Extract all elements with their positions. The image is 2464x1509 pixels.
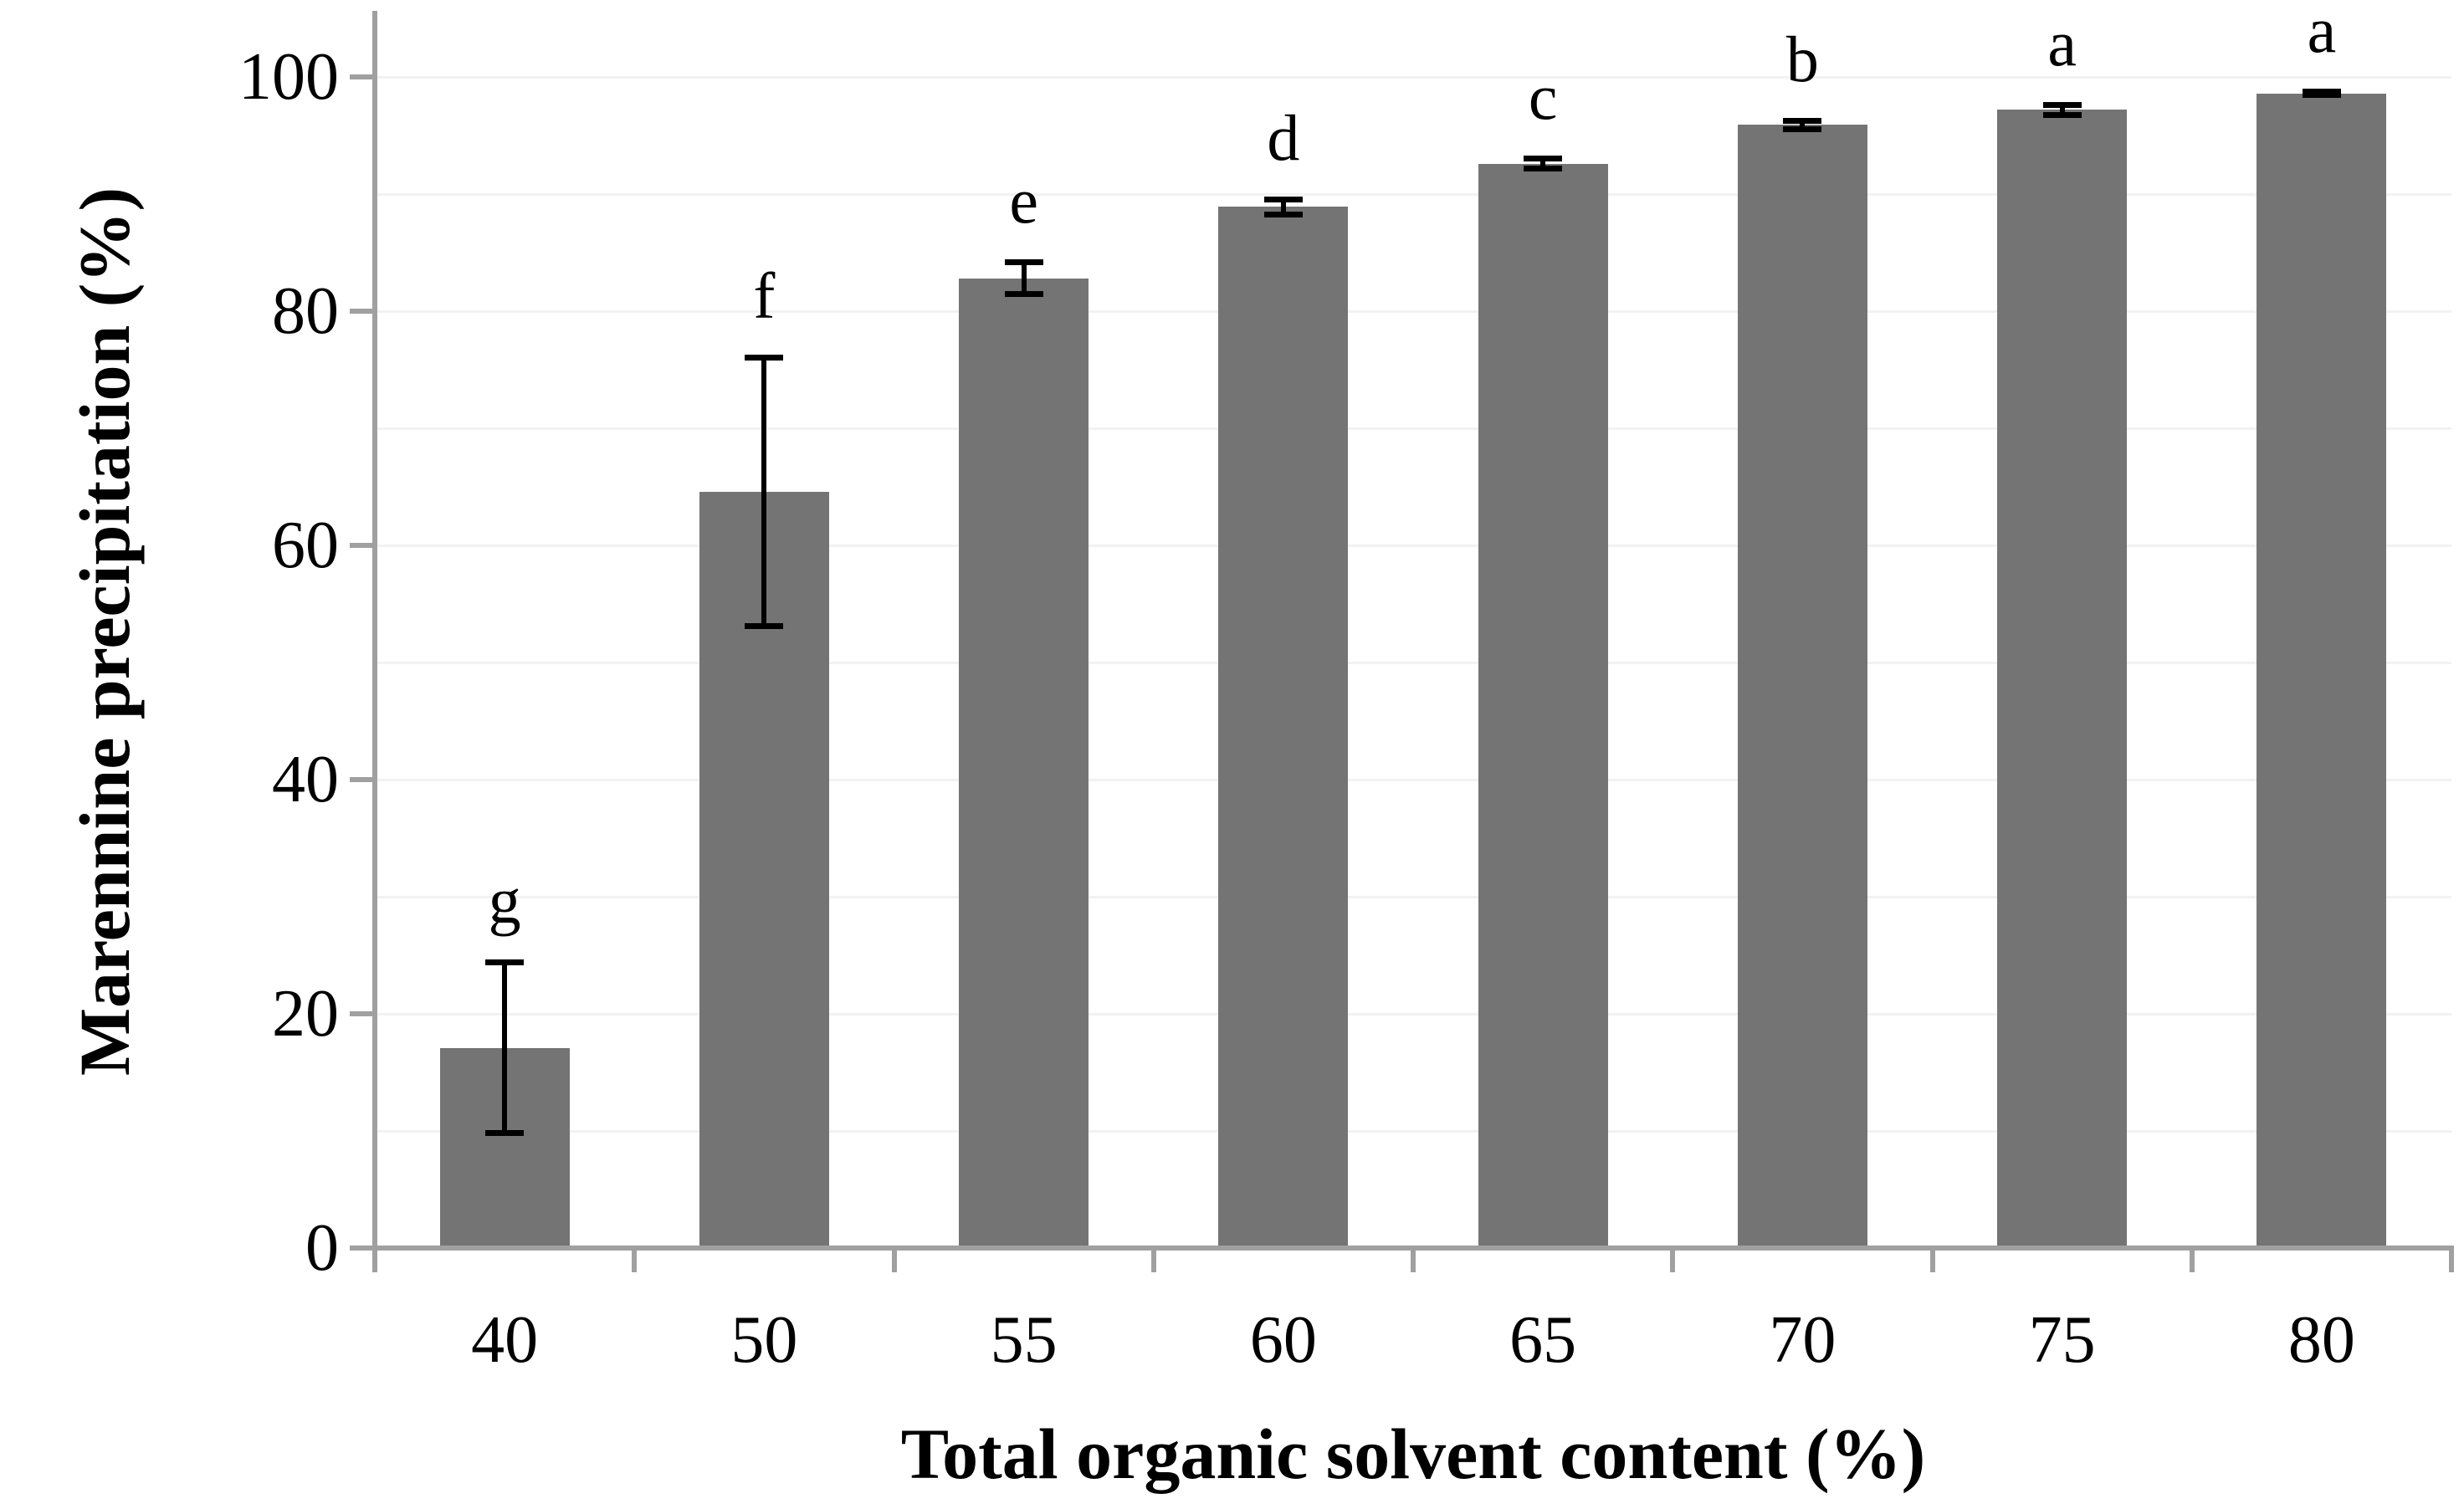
- x-tick-label: 55: [990, 1303, 1058, 1377]
- bar: [1478, 163, 1608, 1248]
- error-bar-stem: [1800, 120, 1806, 130]
- x-tick-label: 80: [2287, 1303, 2355, 1377]
- significance-letter: g: [488, 864, 521, 938]
- x-axis-line: [372, 1246, 2454, 1251]
- error-bar-cap: [2302, 88, 2341, 95]
- significance-letter: b: [1785, 22, 1819, 95]
- error-bar-cap: [485, 1129, 525, 1136]
- significance-letter: d: [1267, 100, 1300, 174]
- gridline: [375, 544, 2451, 547]
- x-tick-label: 60: [1249, 1303, 1317, 1377]
- x-axis-tick: [372, 1251, 377, 1272]
- y-axis-title: Marennine precipitation (%): [64, 187, 145, 1077]
- gridline: [375, 427, 2451, 430]
- y-tick-label: 40: [272, 743, 339, 816]
- bar: [1997, 110, 2128, 1248]
- gridline: [375, 895, 2451, 898]
- error-bar-cap: [1783, 117, 1822, 124]
- x-tick-label: 70: [1769, 1303, 1836, 1377]
- x-tick-label: 65: [1509, 1303, 1577, 1377]
- x-axis-tick: [1929, 1251, 1935, 1272]
- error-bar-cap: [1524, 165, 1563, 171]
- error-bar-cap: [1004, 259, 1043, 266]
- gridline: [375, 1012, 2451, 1015]
- bar: [2257, 93, 2387, 1248]
- y-axis-tick: [350, 309, 373, 314]
- y-axis-line: [372, 11, 377, 1251]
- gridline: [375, 75, 2451, 79]
- error-bar-stem: [1280, 198, 1286, 216]
- error-bar-cap: [2042, 111, 2082, 118]
- significance-letter: a: [2047, 6, 2077, 79]
- gridline: [375, 1129, 2451, 1133]
- x-tick-label: 75: [2028, 1303, 2096, 1377]
- gridline: [375, 192, 2451, 196]
- x-axis-tick: [632, 1251, 638, 1272]
- y-tick-label: 100: [238, 40, 339, 114]
- bar: [959, 278, 1089, 1248]
- significance-letter: f: [753, 258, 776, 332]
- x-axis-tick: [891, 1251, 897, 1272]
- y-axis-tick: [350, 777, 373, 782]
- error-bar-stem: [1540, 158, 1546, 169]
- error-bar-cap: [745, 354, 784, 361]
- error-bar-stem: [761, 356, 767, 627]
- gridline: [375, 661, 2451, 664]
- error-bar-cap: [1524, 156, 1563, 162]
- gridline: [375, 778, 2451, 781]
- y-tick-label: 20: [272, 977, 339, 1051]
- error-bar-cap: [1263, 196, 1303, 202]
- x-tick-label: 40: [471, 1303, 539, 1377]
- y-axis-tick: [350, 1246, 373, 1251]
- significance-letter: e: [1009, 164, 1038, 238]
- error-bar-cap: [1783, 126, 1822, 132]
- y-axis-tick: [350, 1011, 373, 1016]
- bar: [1737, 125, 1867, 1248]
- x-axis-tick: [1411, 1251, 1416, 1272]
- significance-letter: c: [1528, 60, 1558, 134]
- x-axis-tick: [1670, 1251, 1676, 1272]
- error-bar-stem: [502, 962, 508, 1133]
- error-bar-cap: [1004, 291, 1043, 298]
- error-bar-cap: [2302, 92, 2341, 99]
- y-tick-label: 60: [272, 509, 339, 582]
- x-axis-tick: [2449, 1251, 2454, 1272]
- error-bar-stem: [2059, 104, 2065, 115]
- y-tick-label: 0: [305, 1211, 339, 1285]
- y-axis-tick: [350, 74, 373, 79]
- y-tick-label: 80: [272, 274, 339, 348]
- x-tick-label: 50: [730, 1303, 798, 1377]
- error-bar-stem: [1021, 262, 1027, 295]
- x-axis-tick: [2189, 1251, 2195, 1272]
- error-bar-cap: [1263, 212, 1303, 218]
- bar: [1218, 207, 1349, 1248]
- x-axis-tick: [1150, 1251, 1156, 1272]
- error-bar-cap: [2042, 101, 2082, 108]
- x-axis-title: Total organic solvent content (%): [900, 1414, 1926, 1494]
- error-bar-cap: [745, 622, 784, 629]
- error-bar-cap: [485, 959, 525, 966]
- significance-letter: a: [2307, 0, 2337, 66]
- gridline: [375, 309, 2451, 313]
- y-axis-tick: [350, 543, 373, 548]
